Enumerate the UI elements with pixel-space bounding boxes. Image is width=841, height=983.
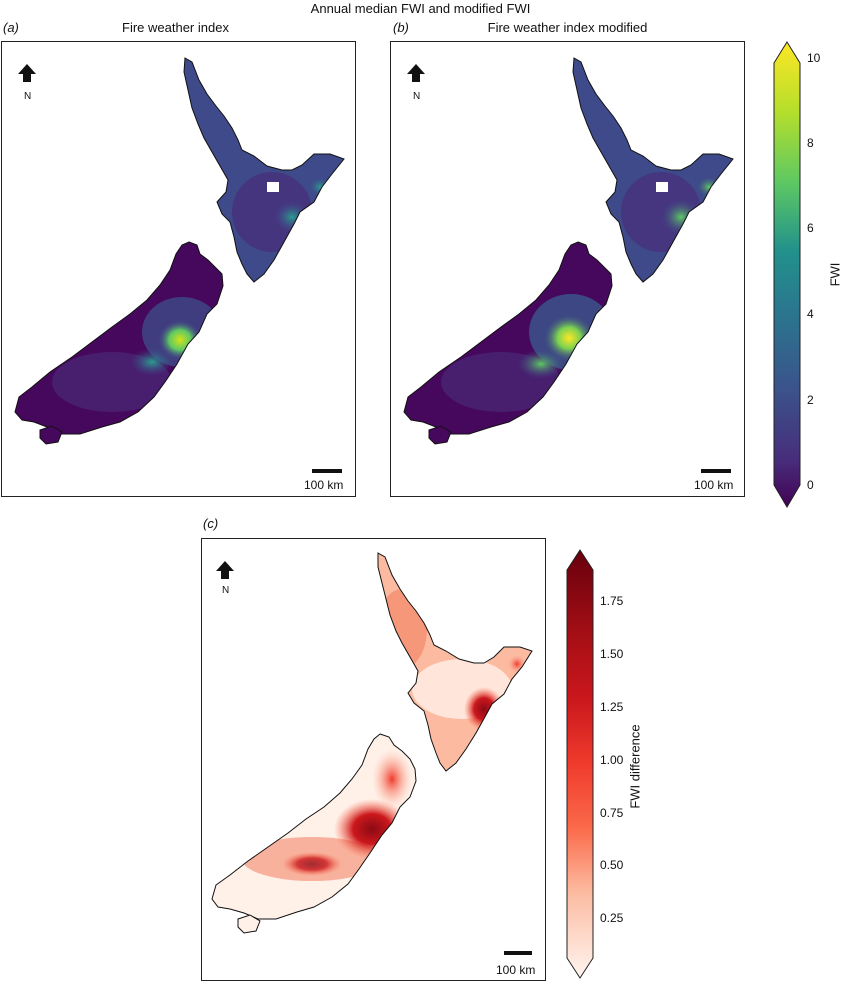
diff-tick-175: 1.75 <box>600 594 624 608</box>
map-panel-c <box>201 538 546 981</box>
fwi-tick-8: 8 <box>807 136 814 150</box>
scale-bar-a <box>312 469 342 473</box>
fwi-colorbar <box>773 41 801 509</box>
map-c-svg <box>211 552 533 955</box>
panel-b-letter: (b) <box>393 20 409 35</box>
panel-a-title: Fire weather index <box>122 20 229 35</box>
diff-tick-025: 0.25 <box>600 911 624 925</box>
diff-colorbar <box>566 549 594 980</box>
figure-title: Annual median FWI and modified FWI <box>310 1 531 16</box>
fwi-tick-0: 0 <box>807 478 814 492</box>
north-arrow-a <box>18 64 36 82</box>
scale-bar-b <box>701 469 731 473</box>
north-arrow-c <box>216 561 234 579</box>
diff-tick-075: 0.75 <box>600 806 624 820</box>
north-label-c: N <box>222 585 230 596</box>
north-label-b: N <box>413 91 421 102</box>
map-panel-b <box>390 41 745 497</box>
scale-bar-label-c: 100 km <box>496 963 536 977</box>
north-label-a: N <box>24 91 32 102</box>
diff-tick-150: 1.50 <box>600 647 624 661</box>
diff-colorbar-label: FWI difference <box>627 724 643 809</box>
panel-b-title: Fire weather index modified <box>487 20 648 35</box>
fwi-tick-2: 2 <box>807 393 814 407</box>
diff-tick-100: 1.00 <box>600 753 624 767</box>
fwi-tick-6: 6 <box>807 221 814 235</box>
map-a-svg <box>14 57 345 473</box>
diff-tick-125: 1.25 <box>600 700 624 714</box>
scale-bar-label-a: 100 km <box>304 478 344 492</box>
fwi-colorbar-label: FWI <box>827 262 841 287</box>
map-panel-a <box>1 41 356 497</box>
panel-a-letter: (a) <box>3 20 19 35</box>
map-b-svg <box>403 57 734 473</box>
panel-c-letter: (c) <box>203 516 219 531</box>
scale-bar-c <box>504 951 532 955</box>
fwi-tick-4: 4 <box>807 307 814 321</box>
scale-bar-label-b: 100 km <box>694 478 734 492</box>
diff-tick-050: 0.50 <box>600 858 624 872</box>
north-arrow-b <box>407 64 425 82</box>
fwi-tick-10: 10 <box>807 51 821 65</box>
